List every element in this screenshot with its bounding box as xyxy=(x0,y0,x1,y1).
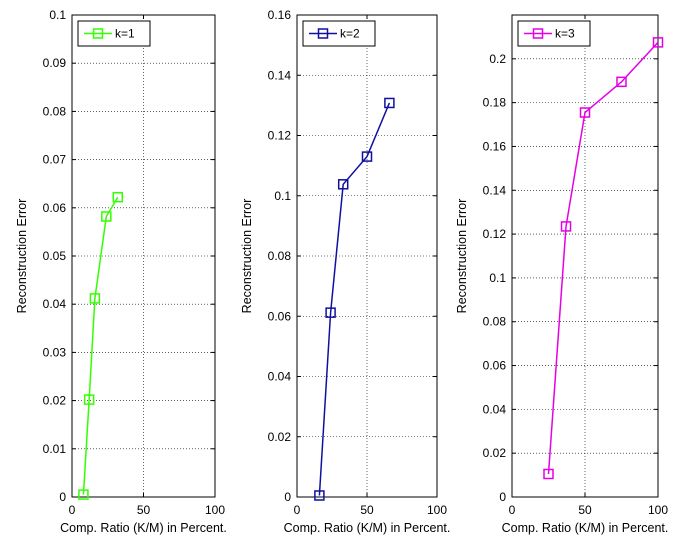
y-tick-label: 0.08 xyxy=(268,249,292,263)
y-tick-label: 0.07 xyxy=(43,153,67,167)
data-point xyxy=(579,107,591,118)
x-tick-label: 100 xyxy=(648,503,668,517)
x-tick-label: 50 xyxy=(578,503,592,517)
y-tick-label: 0.03 xyxy=(43,345,67,359)
x-tick-label: 100 xyxy=(205,503,225,517)
series-k=1 xyxy=(78,191,124,500)
y-tick-label: 0.2 xyxy=(489,52,506,66)
y-tick-label: 0.09 xyxy=(43,56,67,70)
y-tick-label: 0.08 xyxy=(43,104,67,118)
y-tick-label: 0.06 xyxy=(483,359,507,373)
y-tick-label: 0.1 xyxy=(49,8,66,22)
y-tick-label: 0.12 xyxy=(268,129,292,143)
legend-box xyxy=(517,20,591,47)
y-tick-label: 0.04 xyxy=(43,297,67,311)
data-point xyxy=(543,468,554,480)
series-line xyxy=(547,41,659,475)
legend-marker xyxy=(317,28,329,39)
data-point xyxy=(560,221,572,232)
y-tick-label: 0 xyxy=(499,490,506,504)
y-tick-label: 0.02 xyxy=(483,446,507,460)
x-tick-label: 0 xyxy=(69,503,76,517)
chart-panel-2: 0 50 100 0 0.02 0.04 0.06 0.08 0.1 0.12 0.14 0.16 Co… xyxy=(240,8,450,535)
x-axis-label: Comp. Ratio (K/M) in Percent. xyxy=(60,521,227,535)
y-tick-label: 0.1 xyxy=(274,189,291,203)
chart-panel-1: 0 50 100 0 0.01 0.02 0.03 0.04 0.05 0.06 0.07 0.08 0… xyxy=(15,8,227,535)
legend: k=1 xyxy=(77,20,151,47)
chart-panel-3: 0 50 100 0 0.02 0.04 0.06 0.08 0.1 0.12 0.14 0.16 0.… xyxy=(455,14,669,535)
data-point xyxy=(652,37,664,48)
data-point xyxy=(83,394,95,405)
series-line xyxy=(82,196,119,495)
data-point xyxy=(101,211,112,222)
y-tick-label: 0.04 xyxy=(268,370,292,384)
data-point xyxy=(337,179,349,190)
data-point xyxy=(78,489,89,500)
legend: k=2 xyxy=(302,20,376,47)
series-line xyxy=(318,102,391,496)
data-point xyxy=(89,293,101,304)
y-tick-label: 0.18 xyxy=(483,96,507,110)
y-tick-label: 0.02 xyxy=(43,394,67,408)
y-tick-label: 0.08 xyxy=(483,315,507,329)
data-point xyxy=(384,97,395,109)
y-tick-label: 0.14 xyxy=(483,183,507,197)
y-tick-label: 0.12 xyxy=(483,227,507,241)
y-axis-label: Reconstruction Error xyxy=(455,199,469,314)
data-point xyxy=(325,307,336,318)
y-tick-label: 0.16 xyxy=(268,8,292,22)
series-k=2 xyxy=(314,97,395,501)
data-point xyxy=(314,490,325,501)
y-tick-label: 0.06 xyxy=(43,201,67,215)
y-tick-label: 0.06 xyxy=(268,309,292,323)
x-tick-label: 50 xyxy=(137,503,151,517)
x-axis-label: Comp. Ratio (K/M) in Percent. xyxy=(502,521,669,535)
data-point xyxy=(112,191,124,203)
legend-label: k=1 xyxy=(115,27,135,41)
series-k=3 xyxy=(543,37,664,480)
x-axis-label: Comp. Ratio (K/M) in Percent. xyxy=(284,521,451,535)
x-tick-label: 0 xyxy=(294,503,301,517)
data-point xyxy=(616,76,627,88)
y-tick-label: 0 xyxy=(59,490,66,504)
y-axis-label: Reconstruction Error xyxy=(15,199,29,314)
y-tick-label: 0.05 xyxy=(43,249,67,263)
legend-marker xyxy=(532,28,544,39)
y-tick-label: 0.04 xyxy=(483,402,507,416)
y-tick-label: 0.16 xyxy=(483,139,507,153)
x-tick-label: 50 xyxy=(360,503,374,517)
x-tick-label: 0 xyxy=(509,503,516,517)
y-tick-label: 0 xyxy=(284,490,291,504)
y-tick-label: 0.01 xyxy=(43,442,67,456)
y-tick-label: 0.1 xyxy=(489,271,506,285)
y-tick-label: 0.14 xyxy=(268,68,292,82)
legend: k=3 xyxy=(517,20,591,47)
legend-label: k=3 xyxy=(555,27,575,41)
x-tick-label: 100 xyxy=(427,503,447,517)
data-point xyxy=(361,151,373,162)
y-axis-label: Reconstruction Error xyxy=(240,199,254,314)
legend-label: k=2 xyxy=(340,27,360,41)
y-tick-label: 0.02 xyxy=(268,430,292,444)
legend-marker xyxy=(92,28,104,39)
